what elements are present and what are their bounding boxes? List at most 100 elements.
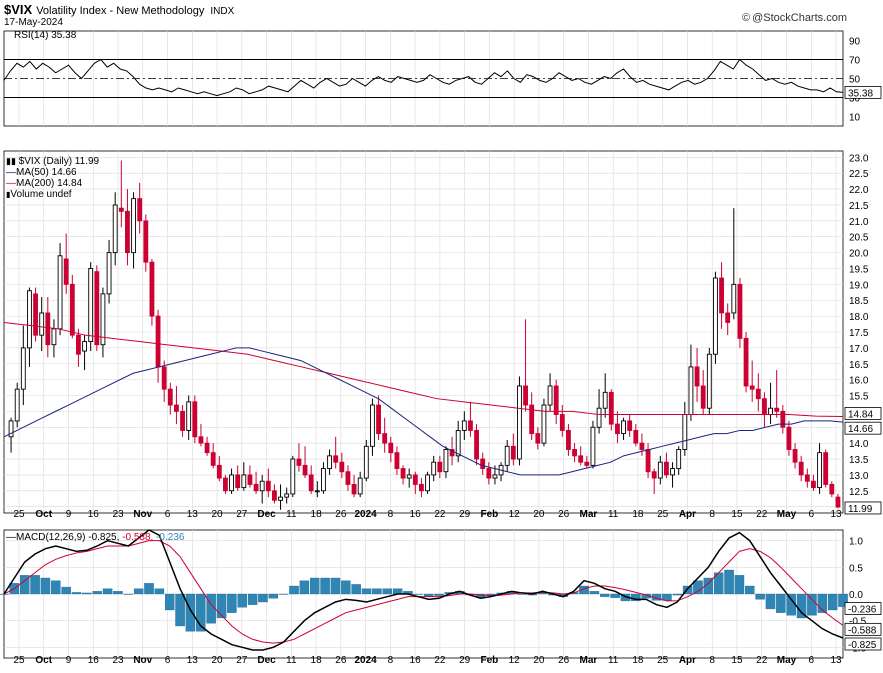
copyright-icon: © [741, 12, 751, 24]
candle-body [33, 293, 38, 336]
x-tick-label-bottom: 23 [112, 655, 124, 666]
candle-body [835, 496, 841, 508]
x-tick-label-top: 22 [756, 509, 768, 520]
chart-symbol-header: $VIX Volatility Index - New Methodology IN… [4, 2, 234, 17]
price-y-tick-label: 23.0 [849, 153, 869, 164]
candle-body [504, 445, 510, 466]
candle-body [278, 496, 283, 501]
macd-histogram-bar [247, 593, 258, 605]
macd-histogram-bar [486, 593, 496, 596]
candle-body [596, 407, 602, 428]
macd-histogram-bar [413, 593, 424, 595]
price-y-tick-label: 20.5 [849, 233, 869, 244]
candle-body [394, 452, 400, 469]
candle-body [327, 455, 332, 469]
candle-body [186, 401, 192, 431]
candle-body [88, 268, 94, 342]
x-tick-label-bottom: 11 [608, 655, 619, 666]
candle-body [45, 312, 51, 346]
candle-body [412, 474, 418, 485]
candle-body [657, 461, 663, 479]
chart-date: 17-May-2024 [4, 17, 63, 28]
macd-histogram-bar [382, 588, 393, 595]
x-tick-label-top: 26 [558, 509, 570, 520]
x-tick-label-top: 13 [187, 509, 199, 520]
macd-legend-title: MACD(12,26,9) [16, 532, 86, 543]
candle-body [180, 410, 185, 431]
x-tick-label-bottom: 13 [187, 655, 199, 666]
x-tick-label-top: 26 [335, 509, 347, 520]
macd-signal-tag: -0.588 [848, 625, 877, 636]
x-tick-label-top: 16 [410, 509, 422, 520]
candle-body [27, 290, 32, 349]
ma200-legend: —MA(200) 14.84 [6, 178, 99, 189]
macd-histogram-bar [817, 593, 828, 613]
candle-body [553, 385, 559, 416]
x-tick-label-bottom: 20 [533, 655, 545, 666]
candle-body [112, 204, 118, 254]
candle-body [314, 490, 320, 493]
candle-body [768, 407, 773, 416]
macd-histogram-bar [123, 593, 134, 595]
x-tick-label-bottom: Mar [580, 655, 598, 666]
candle-body [786, 426, 792, 450]
candle-body [725, 312, 731, 323]
x-tick-label-top: 11 [286, 509, 297, 520]
candle-body [608, 391, 614, 425]
macd-histogram-bar [330, 577, 341, 595]
price-legend-title: ▮▮ $VIX (Daily) 11.99 [6, 156, 99, 167]
x-tick-label-top: Oct [35, 509, 52, 520]
macd-histogram-bar [600, 593, 610, 597]
price-y-tick-label: 17.0 [849, 344, 869, 355]
macd-legend-value: -0.825, [88, 532, 120, 543]
candle-body [627, 420, 633, 431]
macd-histogram-bar [289, 585, 299, 595]
candle-body [639, 442, 645, 450]
price-y-tick-label: 13.5 [849, 455, 869, 466]
x-tick-label-top: 22 [434, 509, 446, 520]
macd-histogram-bar [589, 591, 600, 595]
macd-histogram-bar [196, 593, 206, 632]
macd-histogram-bar [154, 588, 165, 595]
macd-histogram-bar [71, 592, 82, 595]
x-tick-label-top: 25 [657, 509, 669, 520]
macd-histogram-bar [765, 593, 776, 610]
x-tick-label-bottom: May [777, 655, 797, 666]
candle-body [719, 277, 724, 314]
x-tick-label-top: 18 [632, 509, 644, 520]
macd-histogram-bar [113, 591, 123, 595]
last-price-tag-box [844, 501, 882, 515]
candle-body [455, 429, 461, 457]
candle-body [461, 420, 467, 431]
candle-body [743, 337, 749, 387]
x-tick-label-bottom: 26 [335, 655, 347, 666]
macd-histogram-bar [278, 593, 289, 595]
macd-histogram-bar [724, 569, 734, 595]
candle-body [131, 198, 136, 254]
candle-body [510, 445, 516, 460]
x-tick-label-bottom: 13 [830, 655, 842, 666]
candle-body [682, 414, 688, 450]
x-tick-label-top: Dec [257, 509, 276, 520]
macd-histogram-bar [807, 593, 817, 616]
macd-histogram-bar [703, 577, 714, 595]
candle-body [76, 334, 81, 355]
macd-histogram-bar [610, 593, 620, 598]
x-tick-label-top: 20 [533, 509, 545, 520]
price-y-tick-label: 13.0 [849, 471, 869, 482]
candle-body [247, 474, 253, 485]
x-tick-label-bottom: 22 [756, 655, 768, 666]
macd-histogram-bar [517, 593, 527, 595]
x-tick-label-top: 27 [236, 509, 248, 520]
x-tick-label-top: 6 [165, 509, 171, 520]
macd-histogram-bar [392, 588, 403, 595]
candle-body [529, 404, 535, 435]
candle-body [615, 423, 620, 435]
x-tick-label-bottom: 20 [211, 655, 223, 666]
x-tick-label-top: Apr [679, 509, 696, 520]
candle-body [811, 480, 816, 489]
candle-body [517, 385, 522, 460]
candle-body [63, 258, 69, 285]
candle-body [351, 483, 357, 495]
x-tick-label-top: 12 [509, 509, 521, 520]
